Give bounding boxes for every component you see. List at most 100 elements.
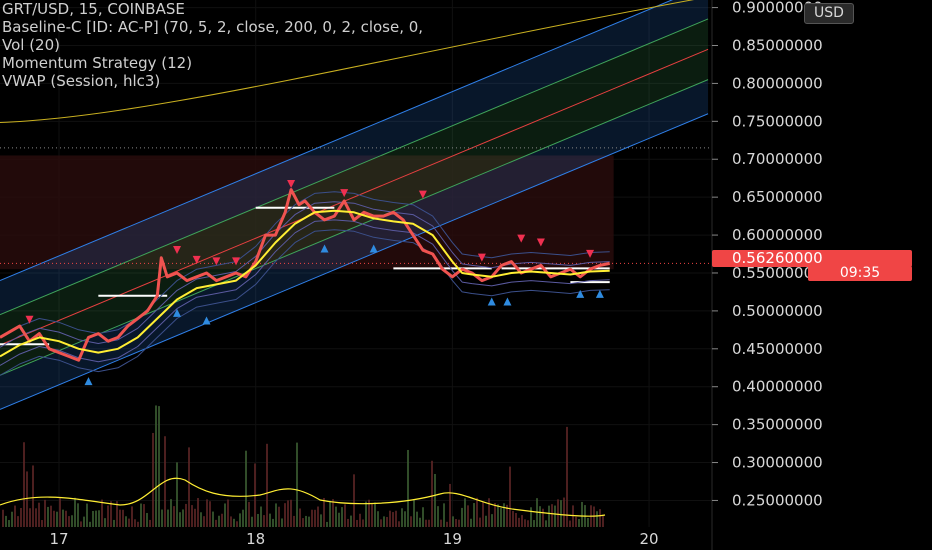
volume-bar bbox=[380, 519, 382, 527]
legend-volume-indicator[interactable]: Vol (20) bbox=[2, 36, 61, 54]
volume-bar bbox=[185, 503, 187, 527]
volume-bar bbox=[323, 497, 325, 527]
legend-momentum-indicator[interactable]: Momentum Strategy (12) bbox=[2, 54, 193, 72]
volume-bar bbox=[479, 517, 481, 527]
volume-bar bbox=[377, 511, 379, 527]
volume-moving-average-line bbox=[0, 477, 606, 517]
volume-bar bbox=[572, 505, 574, 527]
sell-signal-marker bbox=[517, 234, 526, 243]
volume-bar bbox=[272, 518, 274, 527]
volume-bar bbox=[335, 506, 337, 527]
price-line bbox=[0, 188, 610, 362]
volume-bar bbox=[296, 442, 298, 527]
moving-average-line bbox=[0, 209, 610, 358]
volume-bar bbox=[548, 505, 550, 527]
legend-symbol[interactable]: GRT/USD, 15, COINBASE bbox=[2, 0, 185, 18]
volume-bar bbox=[269, 513, 271, 527]
volume-bar bbox=[29, 508, 31, 527]
sell-signal-marker bbox=[287, 180, 296, 189]
volume-bar bbox=[365, 501, 367, 527]
channel-upper-outer-line bbox=[0, 0, 674, 282]
volume-bar bbox=[80, 521, 82, 527]
sell-signal-marker bbox=[340, 189, 349, 198]
volume-bar bbox=[593, 506, 595, 527]
volume-bar bbox=[236, 521, 238, 527]
channel-lower-outer-line bbox=[0, 113, 709, 410]
volume-bar bbox=[518, 517, 520, 527]
volume-bar bbox=[482, 502, 484, 527]
volume-bar bbox=[266, 443, 268, 527]
volume-bar bbox=[431, 460, 433, 527]
price-axis-label: 0.55000000 bbox=[732, 264, 823, 282]
buy-signal-marker bbox=[576, 289, 585, 298]
volume-bar bbox=[62, 509, 64, 527]
volume-bar bbox=[602, 514, 604, 527]
volume-bar bbox=[119, 509, 121, 527]
volume-bar bbox=[56, 511, 58, 527]
volume-bar bbox=[290, 499, 292, 527]
volume-bar bbox=[560, 500, 562, 527]
price-axis-label: 0.60000000 bbox=[732, 226, 823, 244]
price-axis-label: 0.25000000 bbox=[732, 491, 823, 509]
volume-bar bbox=[506, 504, 508, 527]
price-axis-label: 0.75000000 bbox=[732, 112, 823, 130]
envelope-line bbox=[0, 219, 610, 366]
volume-bar bbox=[311, 509, 313, 527]
volume-bar bbox=[395, 510, 397, 527]
volume-bar bbox=[251, 516, 253, 527]
buy-signal-marker bbox=[503, 297, 512, 306]
volume-bar bbox=[38, 502, 40, 527]
volume-bar bbox=[59, 498, 61, 527]
volume-bar bbox=[224, 503, 226, 527]
volume-bar bbox=[131, 506, 133, 527]
volume-bar bbox=[596, 511, 598, 527]
volume-bar bbox=[329, 500, 331, 527]
buy-signal-marker bbox=[202, 316, 211, 325]
volume-bar bbox=[410, 516, 412, 527]
sell-signal-marker bbox=[25, 315, 34, 324]
volume-bar bbox=[107, 505, 109, 527]
price-axis-label: 0.85000000 bbox=[732, 36, 823, 54]
volume-bar bbox=[344, 504, 346, 527]
volume-bar bbox=[401, 508, 403, 527]
price-axis-label: 0.45000000 bbox=[732, 340, 823, 358]
price-axis-label: 0.50000000 bbox=[732, 302, 823, 320]
volume-bar bbox=[158, 406, 160, 527]
volume-bar bbox=[389, 510, 391, 527]
volume-bar bbox=[302, 518, 304, 527]
volume-bar bbox=[599, 509, 601, 527]
sell-signal-marker bbox=[192, 255, 201, 264]
volume-bar bbox=[299, 508, 301, 527]
volume-bar bbox=[515, 512, 517, 527]
volume-bar bbox=[53, 510, 55, 527]
currency-button-label: USD bbox=[814, 5, 844, 21]
volume-bar bbox=[575, 516, 577, 527]
volume-bar bbox=[347, 518, 349, 527]
bar-countdown-value: 09:35 bbox=[839, 265, 881, 281]
time-axis-label: 18 bbox=[246, 530, 265, 548]
last-price-badge: 0.56260000 bbox=[712, 250, 912, 267]
range-highlight-box bbox=[0, 155, 614, 270]
volume-bar bbox=[146, 513, 148, 527]
sell-signal-marker bbox=[536, 238, 545, 247]
volume-bar bbox=[278, 506, 280, 527]
volume-bar bbox=[263, 515, 265, 527]
buy-signal-marker bbox=[595, 289, 604, 298]
volume-bar bbox=[221, 513, 223, 527]
volume-bar bbox=[92, 510, 94, 527]
volume-bar bbox=[227, 499, 229, 527]
sell-signal-marker bbox=[212, 257, 221, 266]
legend-baseline-indicator[interactable]: Baseline-C [ID: AC-P] (70, 5, 2, close, … bbox=[2, 18, 424, 36]
volume-bar bbox=[353, 474, 355, 527]
legend-vwap-indicator[interactable]: VWAP (Session, hlc3) bbox=[2, 72, 161, 90]
volume-bar bbox=[368, 499, 370, 527]
volume-bar bbox=[194, 508, 196, 527]
volume-bar bbox=[500, 507, 502, 527]
volume-bar bbox=[491, 514, 493, 527]
currency-button[interactable]: USD bbox=[804, 3, 854, 24]
time-axis-label: 17 bbox=[49, 530, 68, 548]
volume-bar bbox=[578, 519, 580, 527]
volume-bar bbox=[65, 510, 67, 527]
volume-bar bbox=[530, 507, 532, 527]
